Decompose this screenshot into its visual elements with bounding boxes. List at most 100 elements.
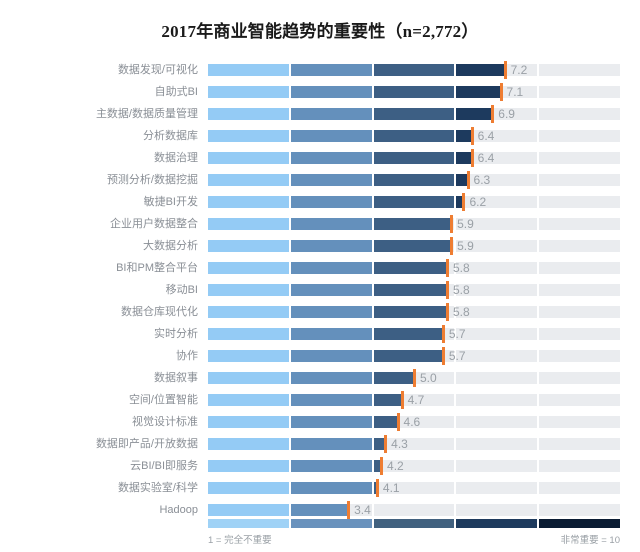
bar-fill-band-1	[208, 174, 289, 186]
bar-fill-band-2	[290, 86, 372, 98]
bar-fill-band-2	[290, 64, 372, 76]
bar-fill-band-1	[208, 306, 289, 318]
bar-fill-band-1	[208, 218, 289, 230]
bar-fill-band-3	[373, 350, 443, 362]
bar-fill	[208, 64, 505, 76]
bar-fill-band-3	[373, 64, 455, 76]
legend-swatch-1	[208, 519, 289, 528]
bar-track-wrapper: 4.3	[208, 433, 620, 455]
bar-track-cell	[456, 328, 538, 340]
bar-fill	[208, 130, 472, 142]
bar-track-cell	[456, 372, 538, 384]
bar-track-cell	[539, 152, 620, 164]
bar-track-cell	[539, 460, 620, 472]
bar-track-cell	[456, 482, 538, 494]
bar-track-wrapper: 6.4	[208, 147, 620, 169]
bar-row: 数据仓库现代化 5.8	[0, 301, 640, 323]
bar-fill-band-4	[456, 152, 472, 164]
bar-value-label: 4.3	[391, 437, 408, 451]
bar-value-label: 6.2	[469, 195, 487, 209]
bar-category-label: 实时分析	[154, 328, 198, 340]
bar-track-wrapper: 4.1	[208, 477, 620, 499]
bar-category-label: 数据叙事	[154, 372, 198, 384]
bar-fill-band-1	[208, 372, 289, 384]
bar-track-cell	[539, 64, 620, 76]
bar-fill-band-2	[290, 240, 372, 252]
bar-fill-band-1	[208, 86, 289, 98]
bar-value-marker	[441, 325, 445, 343]
bar-track-cell	[539, 504, 620, 516]
bar-track-cell	[539, 306, 620, 318]
bar-track-cell	[539, 284, 620, 296]
bar-value-label: 5.9	[457, 217, 474, 231]
bar-track-cell	[539, 328, 620, 340]
bar-fill-band-3	[373, 130, 455, 142]
bar-track-cell	[539, 438, 620, 450]
bar-fill	[208, 460, 382, 472]
bar-track-cell	[456, 262, 538, 274]
bar-fill-band-3	[373, 394, 402, 406]
bar-category-label: 大数据分析	[143, 240, 198, 252]
bar-fill-band-1	[208, 130, 289, 142]
bar-fill	[208, 394, 402, 406]
bar-value-label: 4.6	[403, 415, 421, 429]
bar-fill-band-2	[290, 262, 372, 274]
bar-category-label: 自助式BI	[154, 86, 198, 98]
bar-category-label: BI和PM整合平台	[116, 262, 198, 274]
bar-row: 空间/位置智能 4.7	[0, 389, 640, 411]
bar-track-cell	[456, 152, 538, 164]
bar-category-label: 视觉设计标准	[132, 416, 198, 428]
bar-fill-band-2	[290, 284, 372, 296]
bar-value-label: 5.8	[452, 261, 470, 275]
legend-swatch-5	[539, 519, 620, 528]
bar-track-wrapper: 5.9	[208, 213, 620, 235]
bar-fill-band-2	[290, 152, 372, 164]
bar-fill-band-3	[373, 438, 386, 450]
bar-fill-band-1	[208, 152, 289, 164]
bar-category-label: 企业用户数据整合	[110, 218, 198, 230]
bar-track-cell	[539, 240, 620, 252]
bar-value-marker	[380, 457, 384, 475]
bar-fill-band-3	[373, 328, 443, 340]
bar-fill-band-2	[290, 306, 372, 318]
bar-row: 数据实验室/科学 4.1	[0, 477, 640, 499]
bar-fill-band-2	[290, 130, 372, 142]
bar-value-label: 3.4	[354, 503, 371, 517]
bar-value-label: 5.8	[452, 283, 470, 297]
bar-track-cell	[373, 438, 455, 450]
bar-track-wrapper: 6.4	[208, 125, 620, 147]
bar-value-marker	[499, 83, 503, 101]
bar-value-marker	[375, 479, 379, 497]
bar-fill-band-2	[290, 108, 372, 120]
bar-value-marker	[466, 171, 470, 189]
bar-fill-band-3	[373, 372, 414, 384]
legend-swatch-2	[290, 519, 372, 528]
bar-track-wrapper: 5.0	[208, 367, 620, 389]
bar-track-cell	[456, 284, 538, 296]
bar-value-marker	[445, 303, 449, 321]
bar-fill	[208, 196, 464, 208]
bar-value-marker	[470, 127, 474, 145]
bar-fill	[208, 438, 386, 450]
bar-fill-band-1	[208, 504, 289, 516]
bar-track-wrapper: 5.9	[208, 235, 620, 257]
bar-value-label: 5.0	[420, 371, 437, 385]
bar-category-label: 敏捷BI开发	[143, 196, 198, 208]
bar-track-cell	[539, 130, 620, 142]
bar-value-marker	[503, 61, 507, 79]
bar-fill	[208, 372, 414, 384]
bar-track-cell	[456, 196, 538, 208]
bar-category-label: 移动BI	[165, 284, 198, 296]
bar-category-label: 云BI/BI即服务	[130, 460, 198, 472]
legend-swatch-3	[373, 519, 455, 528]
bar-fill-band-3	[373, 482, 377, 494]
bar-fill-band-2	[290, 218, 372, 230]
bar-row: 分析数据库 6.4	[0, 125, 640, 147]
bar-fill	[208, 504, 349, 516]
bar-value-marker	[445, 281, 449, 299]
bar-fill-band-4	[456, 108, 493, 120]
bar-track-cell	[373, 504, 455, 516]
bar-value-label: 6.4	[477, 129, 495, 143]
bar-track-wrapper: 6.9	[208, 103, 620, 125]
bar-fill-band-3	[373, 460, 382, 472]
